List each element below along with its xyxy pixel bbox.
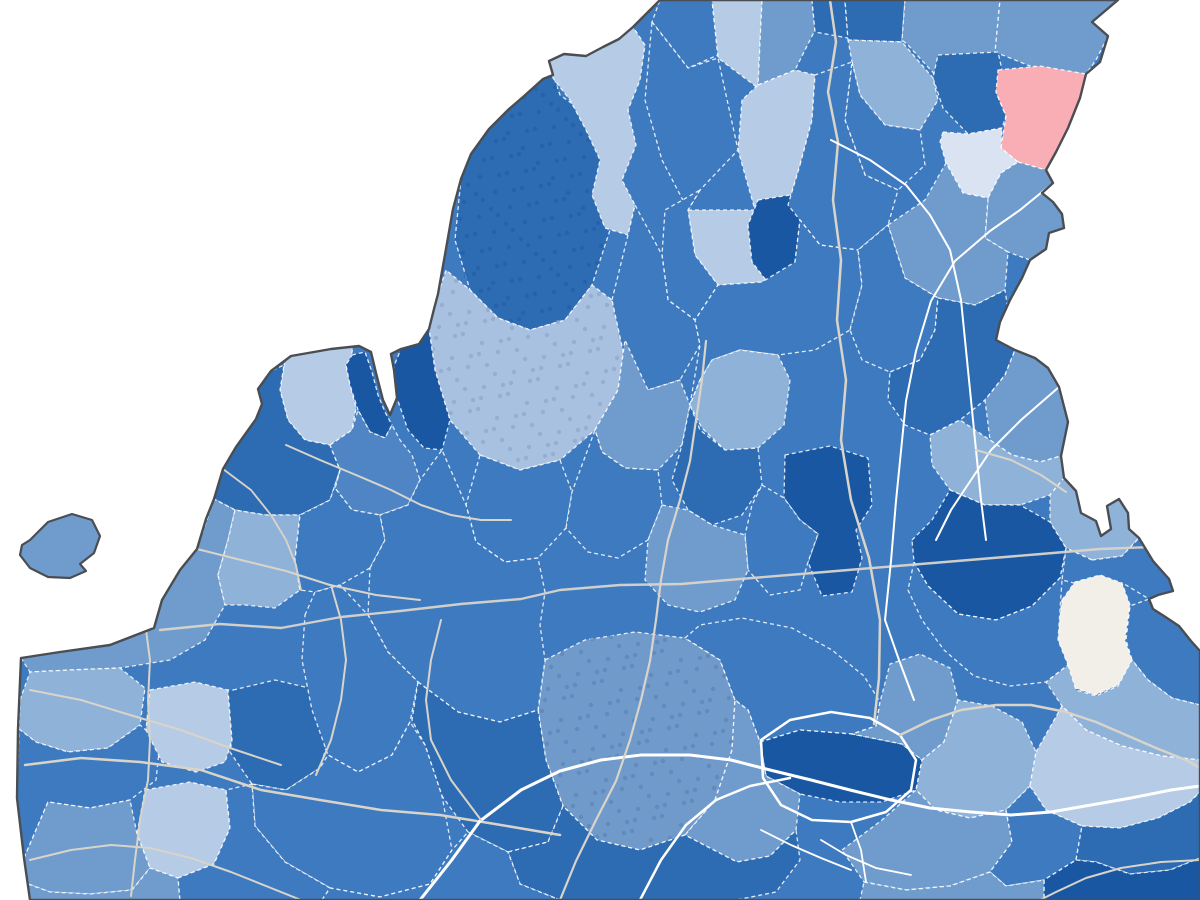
map-region[interactable] [548, 26, 646, 236]
map-region[interactable] [1029, 705, 1200, 829]
map-region[interactable] [737, 69, 816, 211]
offwhite-outlier-region[interactable] [1057, 574, 1133, 696]
road-line [29, 844, 302, 900]
map-region[interactable] [16, 724, 161, 859]
road-line [975, 449, 1067, 493]
road-line [23, 756, 562, 837]
map-region[interactable] [887, 289, 1016, 436]
road-line [820, 839, 912, 876]
road-line [760, 829, 852, 871]
map-region[interactable] [321, 831, 561, 900]
island-coastline [18, 512, 102, 580]
map-region[interactable] [744, 484, 819, 596]
map-region[interactable] [279, 346, 357, 446]
road-line [850, 821, 867, 883]
map-region[interactable] [757, 0, 816, 86]
map-region[interactable] [989, 785, 1083, 887]
road-line [759, 710, 918, 824]
map-region[interactable] [651, 0, 719, 69]
road-line [884, 182, 1054, 701]
map-region[interactable] [849, 224, 939, 373]
map-region[interactable] [27, 867, 181, 900]
road-line [898, 703, 1200, 770]
map-region[interactable] [689, 349, 791, 451]
road-line [558, 339, 708, 900]
map-region[interactable] [932, 51, 1007, 135]
road-line [425, 619, 482, 821]
road-line [638, 776, 792, 900]
road-line [830, 139, 987, 541]
road-line [158, 545, 1154, 632]
map-region[interactable] [911, 489, 1067, 621]
map-region[interactable] [844, 0, 906, 43]
road-line [1039, 859, 1200, 900]
coastline [15, 0, 1200, 900]
map-region[interactable] [907, 561, 1069, 687]
map-region[interactable] [1075, 791, 1200, 875]
road-line [285, 444, 512, 521]
road-line [418, 753, 1200, 900]
map-region[interactable] [565, 429, 663, 559]
road-line [315, 584, 347, 776]
map-region[interactable] [984, 161, 1065, 261]
map-region[interactable] [294, 469, 386, 593]
road-line [826, 0, 882, 726]
road-line [222, 468, 302, 591]
map-region[interactable] [177, 783, 331, 900]
stipple-dots [539, 634, 734, 843]
stipple-dots [430, 278, 623, 465]
road-line [935, 386, 1060, 541]
map-region[interactable] [329, 409, 421, 516]
map-region[interactable] [145, 681, 233, 773]
map-region[interactable] [887, 162, 1009, 306]
road-line [29, 689, 282, 766]
map-region[interactable] [859, 871, 1045, 900]
map-region[interactable] [711, 0, 763, 89]
road-line [130, 629, 151, 897]
road-line [196, 548, 421, 601]
map-region[interactable] [393, 328, 451, 451]
